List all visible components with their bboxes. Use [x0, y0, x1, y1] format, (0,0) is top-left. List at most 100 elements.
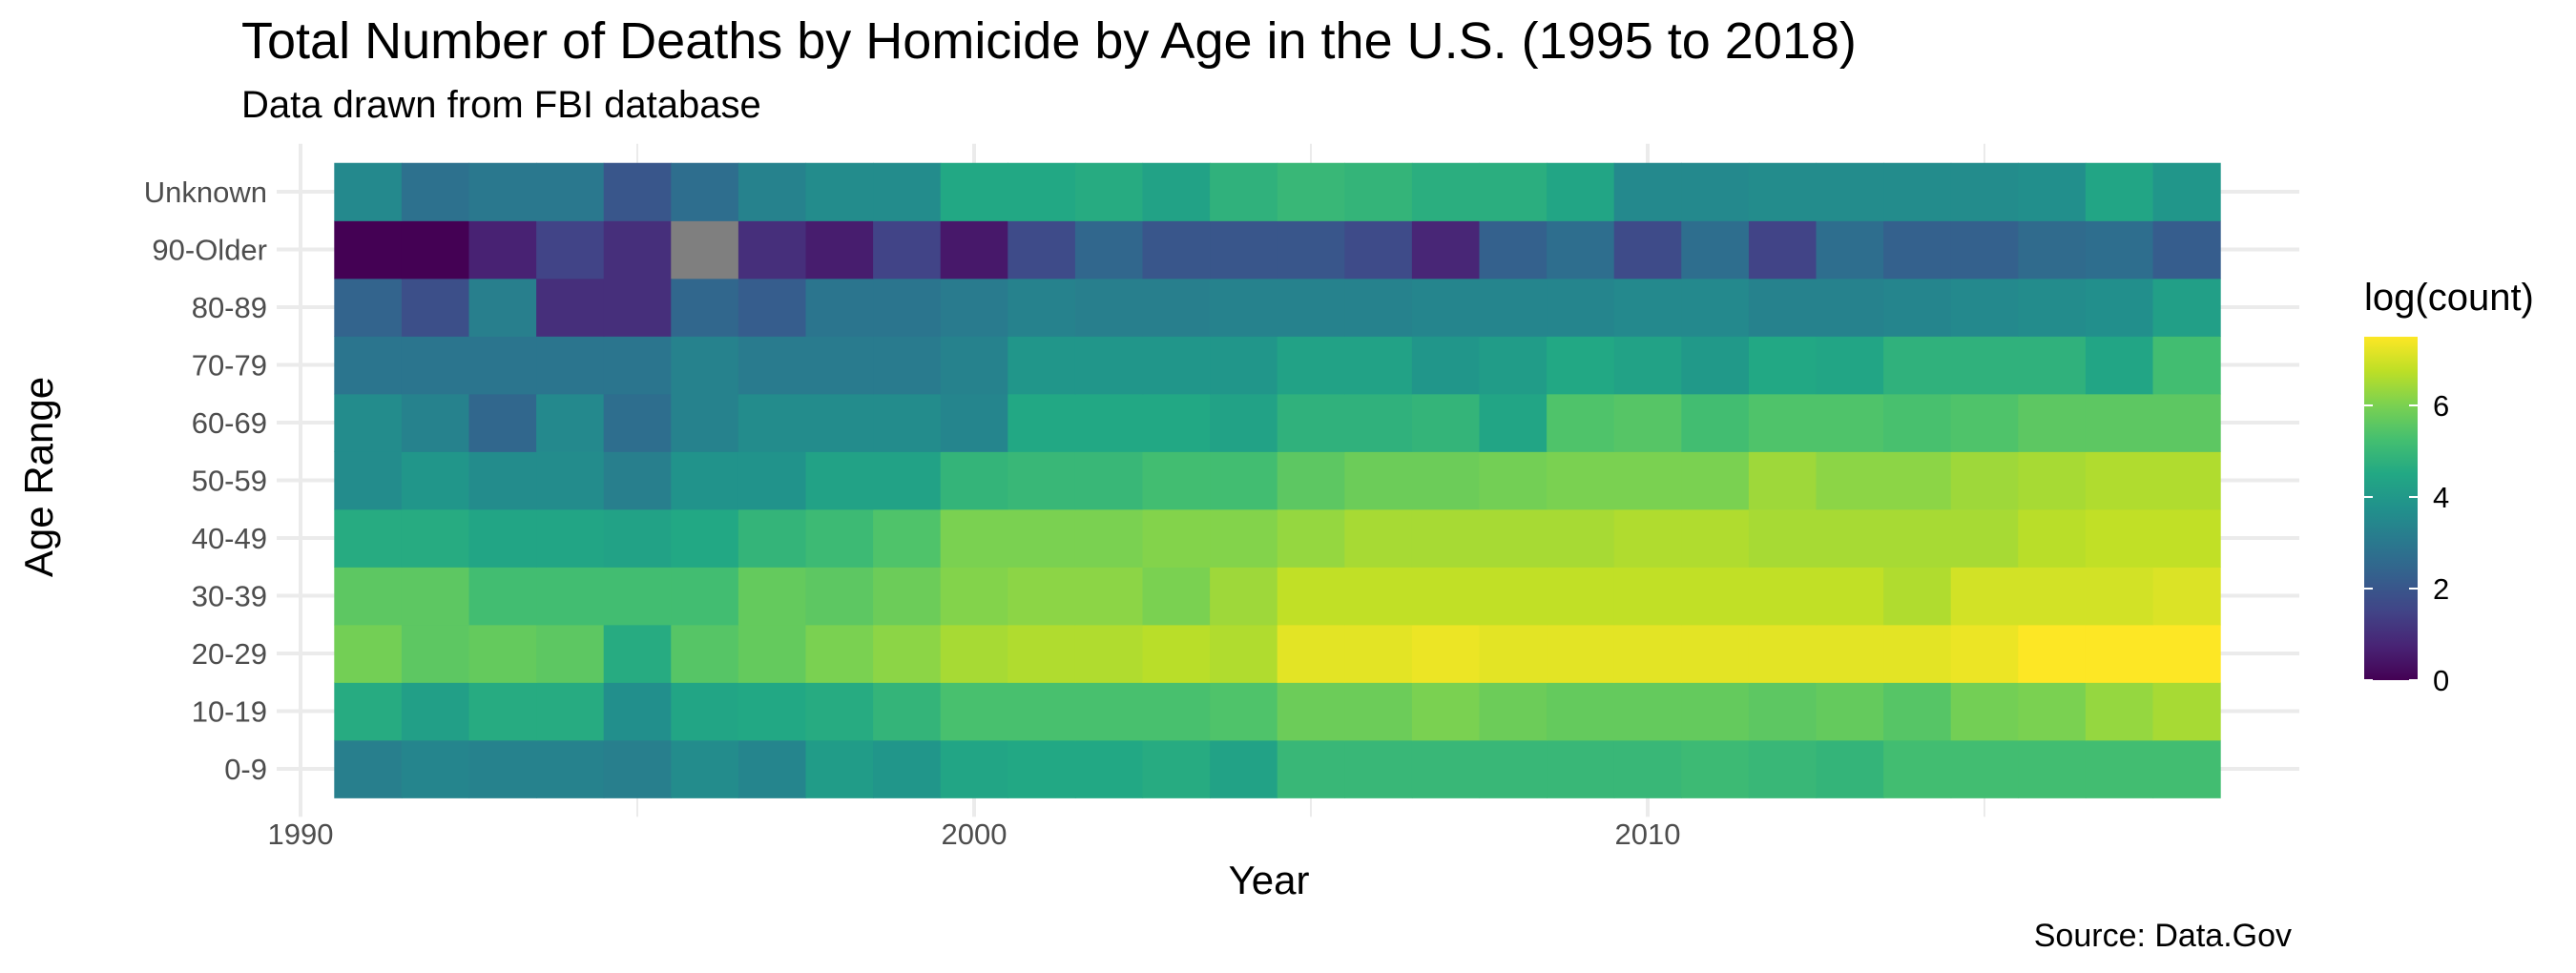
heatmap-cell [2085, 624, 2154, 683]
heatmap-cell [1816, 567, 1884, 626]
heatmap-cell [1074, 624, 1144, 683]
x-tick-label: 1990 [268, 818, 334, 851]
heatmap-cell [1277, 393, 1345, 452]
x-axis-title: Year [1229, 858, 1310, 902]
heatmap-cell [1277, 682, 1345, 741]
heatmap-cell [1950, 624, 2019, 683]
heatmap-cell [671, 739, 739, 798]
heatmap-cell [1748, 220, 1818, 279]
heatmap-cell [873, 336, 942, 395]
heatmap-cell [536, 278, 605, 337]
legend-tick-label: 0 [2433, 664, 2449, 697]
heatmap-cell [1681, 451, 1750, 510]
heatmap-cell [737, 682, 807, 741]
heatmap-cell [468, 624, 537, 683]
heatmap-cell [2152, 739, 2221, 798]
heatmap-cell [2018, 162, 2087, 221]
heatmap-cell [1074, 682, 1144, 741]
heatmap-cell [1681, 739, 1750, 798]
heatmap-cell [1344, 682, 1413, 741]
heatmap-cell [334, 278, 403, 337]
heatmap-cell [2018, 336, 2087, 395]
heatmap-cell [1883, 508, 1952, 568]
heatmap-cell [536, 739, 605, 798]
heatmap-cell [334, 624, 403, 683]
heatmap-cell [603, 624, 672, 683]
heatmap-cell [1681, 567, 1750, 626]
heatmap-cell [1210, 451, 1278, 510]
heatmap-cell [2152, 162, 2221, 221]
heatmap-cell [671, 508, 739, 568]
x-tick-label: 2010 [1615, 818, 1681, 851]
heatmap-cell [671, 451, 739, 510]
heatmap-cell [1210, 567, 1278, 626]
heatmap-cell [468, 508, 537, 568]
heatmap-cell [940, 567, 1008, 626]
heatmap-cell [1547, 162, 1615, 221]
heatmap-cell [1883, 278, 1952, 337]
color-legend: log(count) 0 2 4 6 [2364, 277, 2534, 697]
chart-caption: Source: Data.Gov [2033, 918, 2292, 954]
heatmap-cell [1883, 393, 1952, 452]
heatmap-cell [940, 624, 1008, 683]
heatmap-cell [1277, 508, 1345, 568]
heatmap-cell [603, 162, 672, 221]
heatmap-cell [671, 624, 739, 683]
heatmap-cell [1074, 393, 1144, 452]
heatmap-cell [671, 220, 739, 279]
heatmap-cell [1008, 739, 1076, 798]
heatmap-cell [1142, 567, 1211, 626]
heatmap-cell [1277, 278, 1345, 337]
heatmap-cell [737, 567, 807, 626]
heatmap-cell [334, 336, 403, 395]
heatmap-cell [536, 336, 605, 395]
heatmap-cell [873, 624, 942, 683]
heatmap-cell [1547, 567, 1615, 626]
heatmap-cell [737, 739, 807, 798]
heatmap-cell [737, 278, 807, 337]
heatmap-cell [334, 567, 403, 626]
heatmap-cell [1074, 336, 1144, 395]
heatmap-cell [671, 162, 739, 221]
heatmap-cell [536, 162, 605, 221]
heatmap-cell [1277, 220, 1345, 279]
y-tick-label: 80-89 [192, 291, 267, 324]
heatmap-cell [1074, 508, 1144, 568]
heatmap-cell [603, 508, 672, 568]
heatmap-cell [873, 220, 942, 279]
heatmap-cell [1816, 278, 1884, 337]
y-tick-label: 30-39 [192, 580, 267, 613]
heatmap-cell [1883, 624, 1952, 683]
heatmap-cell [2152, 220, 2221, 279]
chart-subtitle: Data drawn from FBI database [241, 84, 761, 126]
heatmap-cell [1883, 682, 1952, 741]
heatmap-cell [671, 567, 739, 626]
heatmap-cell [1681, 278, 1750, 337]
heatmap-cell [401, 393, 470, 452]
heatmap-cell [1142, 220, 1211, 279]
heatmap-cell [1547, 220, 1615, 279]
heatmap-cell [805, 508, 874, 568]
heatmap-cell [1277, 624, 1345, 683]
y-tick-label: 60-69 [192, 406, 267, 440]
heatmap-cell [805, 336, 874, 395]
heatmap-cell [1142, 682, 1211, 741]
heatmap-cell [603, 393, 672, 452]
heatmap-cell [401, 451, 470, 510]
heatmap-cell [940, 220, 1008, 279]
heatmap-cell [536, 508, 605, 568]
heatmap-cell [1008, 393, 1076, 452]
heatmap-cell [536, 682, 605, 741]
heatmap-cell [1142, 451, 1211, 510]
heatmap-cell [468, 451, 537, 510]
heatmap-cell [1613, 567, 1682, 626]
heatmap-cell [334, 220, 403, 279]
heatmap-cell [805, 162, 874, 221]
heatmap-cell [334, 451, 403, 510]
heatmap-cell [1008, 278, 1076, 337]
y-tick-label: 10-19 [192, 695, 267, 729]
heatmap-cell [1816, 162, 1884, 221]
heatmap-cell [940, 278, 1008, 337]
heatmap-cell [873, 162, 942, 221]
heatmap-cell [1277, 162, 1345, 221]
